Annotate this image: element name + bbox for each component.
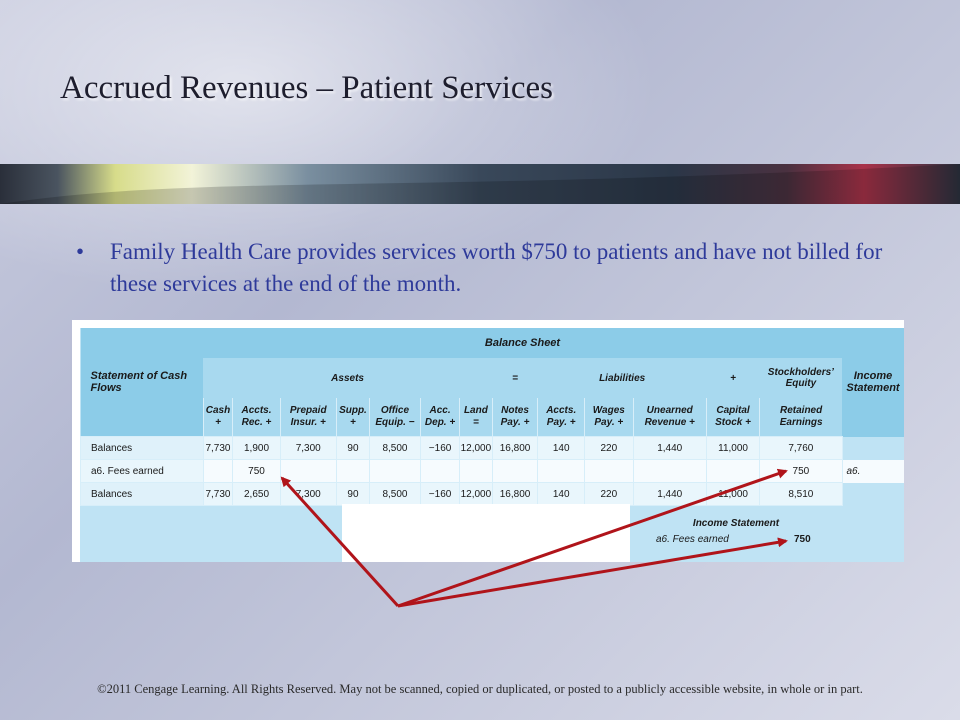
table-cell: 1,440: [632, 482, 707, 506]
table-cell: 1,440: [632, 436, 707, 460]
table-cell: 220: [584, 436, 634, 460]
side-cell: [842, 436, 904, 460]
table-cell: 1,900: [232, 436, 281, 460]
table-cell: [368, 459, 422, 483]
table-cell: [279, 459, 337, 483]
equity-group: Stockholders’ Equity: [759, 358, 842, 398]
column-header: Retained Earnings: [759, 398, 842, 437]
decorative-swoosh-band: [0, 164, 960, 204]
table-cell: 140: [537, 436, 585, 460]
column-header: Cash +: [202, 398, 233, 437]
column-header: Wages Pay. +: [584, 398, 634, 437]
column-header: Prepaid Insur. +: [279, 398, 337, 437]
table-cell: 16,800: [491, 482, 539, 506]
table-cell: 7,730: [202, 482, 234, 506]
column-header: Supp. +: [335, 398, 370, 437]
cash-flows-header: Statement of Cash Flows: [80, 328, 203, 437]
table-cell: 220: [584, 482, 634, 506]
blank-region: [342, 504, 630, 562]
income-statement-title: Income Statement: [692, 518, 780, 529]
table-cell: 8,500: [368, 482, 422, 506]
assets-group: Assets: [203, 358, 493, 398]
side-cell: a6.: [842, 459, 904, 483]
table-cell: 7,300: [279, 482, 337, 506]
table-cell: −160: [419, 482, 461, 506]
table-cell: [202, 459, 234, 483]
table-cell: [537, 459, 585, 483]
table-cell: 16,800: [491, 436, 539, 460]
table-cell: 7,300: [279, 436, 337, 460]
liabilities-group: Liabilities: [537, 358, 707, 398]
column-header: Accts. Pay. +: [537, 398, 585, 437]
column-header: Land =: [459, 398, 493, 437]
column-header: Unearned Revenue +: [632, 398, 707, 437]
table-cell: [335, 459, 370, 483]
row-label: Balances: [80, 482, 204, 506]
slide-title: Accrued Revenues – Patient Services: [60, 70, 554, 106]
table-cell: 11,000: [705, 436, 761, 460]
income-statement-label: a6. Fees earned: [656, 534, 729, 545]
table-cell: 140: [537, 482, 585, 506]
table-cell: [491, 459, 539, 483]
table-cell: 8,500: [368, 436, 422, 460]
column-header: Notes Pay. +: [491, 398, 538, 437]
table-cell: −160: [419, 436, 461, 460]
copyright-footer: ©2011 Cengage Learning. All Rights Reser…: [97, 682, 863, 696]
column-header: Accts. Rec. +: [232, 398, 281, 437]
income-statement-box: Income Statement a6. Fees earned 750: [630, 504, 842, 562]
bullet-icon: •: [76, 239, 85, 264]
table-cell: 7,730: [202, 436, 234, 460]
table-cell: 7,760: [759, 436, 843, 460]
column-header: Capital Stock +: [705, 398, 760, 437]
equals-sign: =: [492, 358, 538, 398]
column-header: Acc. Dep. +: [419, 398, 460, 437]
table-cell: [705, 459, 761, 483]
table-cell: [584, 459, 634, 483]
row-label: Balances: [80, 436, 204, 460]
table-cell: 12,000: [459, 482, 493, 506]
table-cell: [419, 459, 461, 483]
table-cell: [459, 459, 493, 483]
row-label: a6. Fees earned: [80, 459, 204, 483]
bullet-point: • Family Health Care provides services w…: [76, 236, 906, 300]
table-cell: 2,650: [232, 482, 281, 506]
balance-sheet-title: Balance Sheet: [203, 328, 842, 358]
table-cell: 750: [759, 459, 843, 483]
table-cell: 90: [335, 482, 370, 506]
table-cell: 90: [335, 436, 370, 460]
balance-sheet-table: Statement of Cash Flows Balance Sheet In…: [80, 328, 904, 506]
income-statement-value: 750: [794, 534, 811, 545]
table-cell: [632, 459, 707, 483]
plus-sign: +: [706, 358, 760, 398]
table-cell: 11,000: [705, 482, 761, 506]
income-statement-header: Income Statement: [842, 328, 904, 437]
column-header: Office Equip. −: [368, 398, 421, 437]
background-glow: [0, 0, 660, 300]
side-cell: [842, 482, 904, 506]
bullet-text: Family Health Care provides services wor…: [110, 239, 883, 296]
table-cell: 750: [232, 459, 281, 483]
table-cell: 8,510: [759, 482, 843, 506]
table-cell: 12,000: [459, 436, 493, 460]
accounting-figure: Statement of Cash Flows Balance Sheet In…: [80, 328, 904, 562]
